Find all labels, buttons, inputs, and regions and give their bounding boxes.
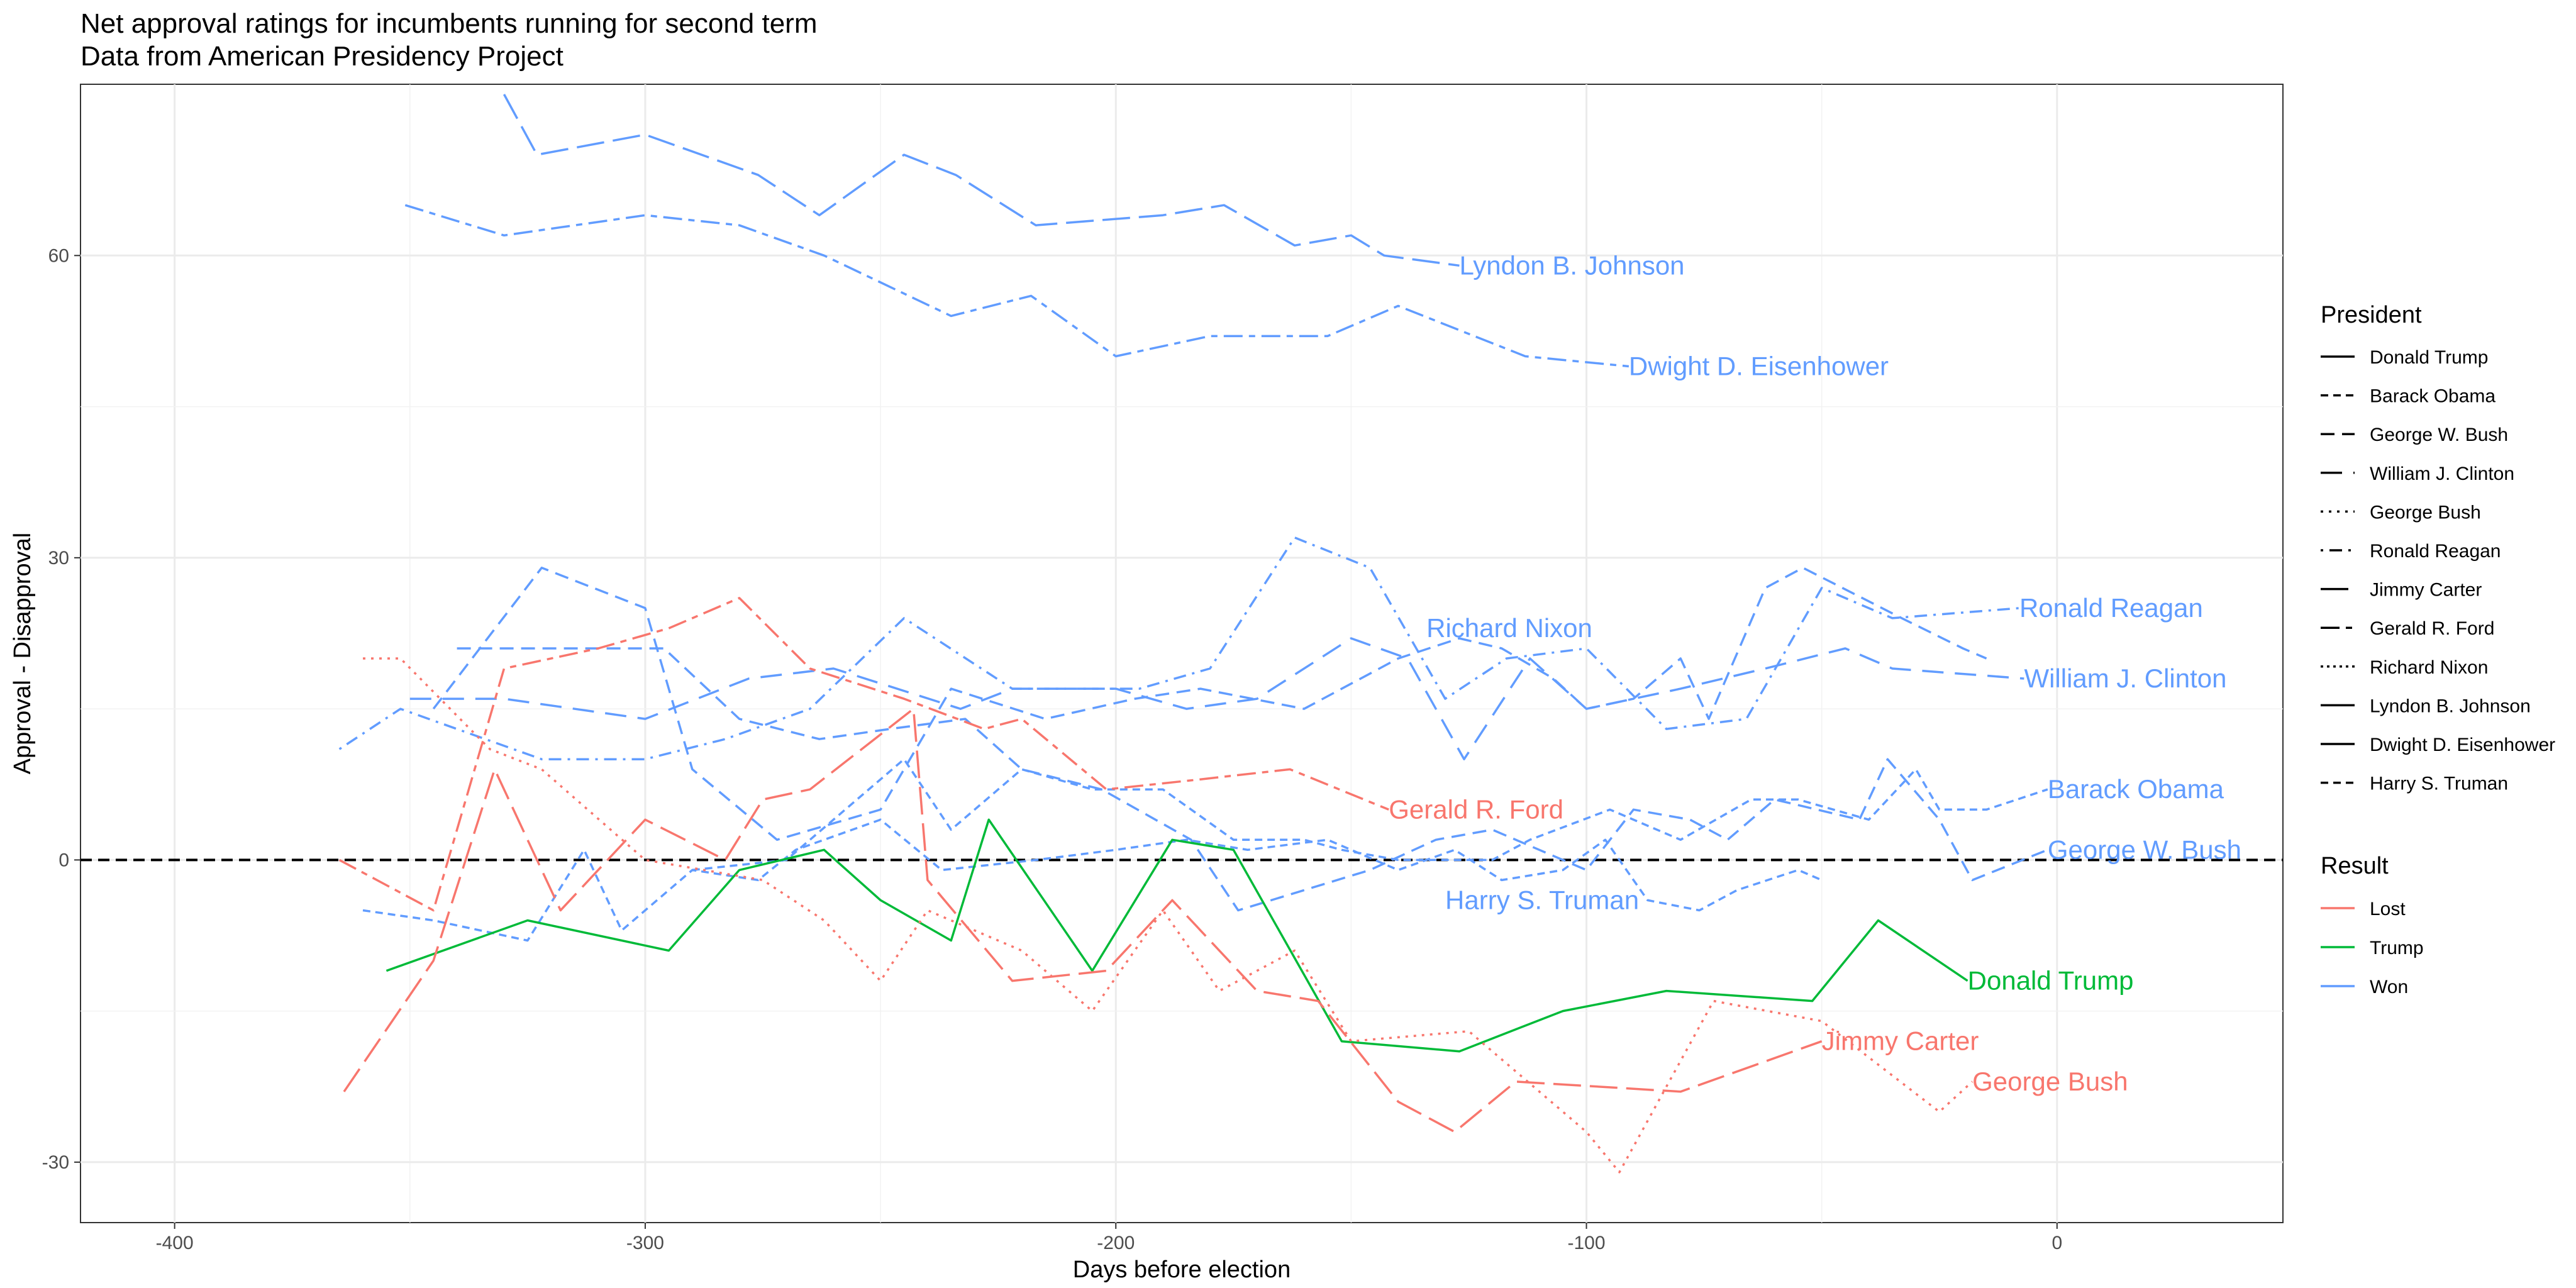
legend-label-donald-trump: Donald Trump	[2370, 347, 2488, 368]
series-line-george-bush	[363, 657, 1974, 1174]
legend-label-won: Won	[2370, 977, 2408, 997]
legend-label-ronald-reagan: Ronald Reagan	[2370, 541, 2501, 562]
plot-panel	[80, 84, 2284, 1223]
legend-label-barack-obama: Barack Obama	[2370, 386, 2496, 407]
legend-label-lost: Lost	[2370, 899, 2406, 919]
x-axis-title: Days before election	[1073, 1257, 1291, 1283]
series-line-george-w-bush	[457, 647, 2048, 912]
legend-label-trump: Trump	[2370, 938, 2424, 958]
label-george-bush: George Bush	[1972, 1067, 2128, 1096]
label-harry-s-truman: Harry S. Truman	[1445, 885, 1639, 914]
series-line-lyndon-b-johnson	[502, 94, 1460, 267]
label-lyndon-b-johnson: Lyndon B. Johnson	[1459, 250, 1684, 280]
legend-results: Lost Trump Won	[2321, 899, 2424, 997]
legend-label-gerald-r-ford: Gerald R. Ford	[2370, 618, 2494, 639]
legend-label-richard-nixon: Richard Nixon	[2370, 657, 2488, 678]
series-line-dwight-d-eisenhower	[404, 204, 1629, 368]
legend-label-george-w-bush: George W. Bush	[2370, 425, 2508, 445]
y-axis-title: Approval - Disapproval	[9, 533, 36, 774]
series-line-harry-s-truman	[362, 818, 1823, 942]
y-tick-label: -30	[42, 1152, 69, 1173]
legend-label-william-j-clinton: William J. Clinton	[2370, 464, 2514, 484]
series-lines	[338, 94, 2048, 1174]
series-line-donald-trump	[386, 818, 1968, 1053]
label-william-j-clinton: William J. Clinton	[2024, 663, 2226, 693]
label-ronald-reagan: Ronald Reagan	[2019, 593, 2203, 623]
series-line-richard-nixon	[432, 567, 1987, 841]
label-barack-obama: Barack Obama	[2048, 774, 2224, 804]
series-line-barack-obama	[692, 758, 2048, 872]
legend: President Donald Trump Barack Obama George…	[2321, 302, 2555, 997]
legend-label-lyndon-b-johnson: Lyndon B. Johnson	[2370, 696, 2531, 716]
y-tick-label: 60	[48, 245, 69, 266]
x-axis-ticks: -400 -300 -200 -100 0	[156, 1223, 2062, 1253]
x-tick-label: -400	[156, 1233, 194, 1253]
legend-presidents: Donald Trump Barack Obama George W. Bush Wi…	[2321, 347, 2555, 794]
series-line-ronald-reagan	[338, 536, 2020, 760]
label-jimmy-carter: Jimmy Carter	[1822, 1026, 1979, 1056]
y-tick-label: 0	[58, 850, 69, 870]
label-donald-trump: Donald Trump	[1968, 966, 2134, 996]
y-tick-label: 30	[48, 548, 69, 569]
legend-title-result: Result	[2321, 853, 2389, 879]
chart-title: Net approval ratings for incumbents runn…	[80, 8, 817, 39]
legend-label-jimmy-carter: Jimmy Carter	[2370, 580, 2482, 601]
series-line-jimmy-carter	[343, 708, 1823, 1133]
series-line-william-j-clinton	[409, 637, 2024, 760]
y-axis-ticks: -30 0 30 60	[42, 245, 80, 1173]
legend-label-harry-s-truman: Harry S. Truman	[2370, 774, 2508, 794]
legend-title-president: President	[2321, 302, 2422, 328]
chart-subtitle: Data from American Presidency Project	[80, 41, 564, 72]
label-richard-nixon: Richard Nixon	[1426, 613, 1592, 643]
gridlines	[80, 84, 2283, 1223]
x-tick-label: -300	[626, 1233, 664, 1253]
direct-labels: Lyndon B. Johnson Dwight D. Eisenhower Ron…	[1389, 250, 2241, 1096]
x-tick-label: 0	[2051, 1233, 2062, 1253]
legend-label-george-bush: George Bush	[2370, 502, 2481, 523]
label-dwight-d-eisenhower: Dwight D. Eisenhower	[1629, 351, 1889, 380]
label-gerald-r-ford: Gerald R. Ford	[1389, 794, 1563, 824]
label-george-w-bush: George W. Bush	[2048, 835, 2241, 864]
x-tick-label: -200	[1097, 1233, 1135, 1253]
x-tick-label: -100	[1568, 1233, 1606, 1253]
legend-label-dwight-d-eisenhower: Dwight D. Eisenhower	[2370, 735, 2555, 755]
